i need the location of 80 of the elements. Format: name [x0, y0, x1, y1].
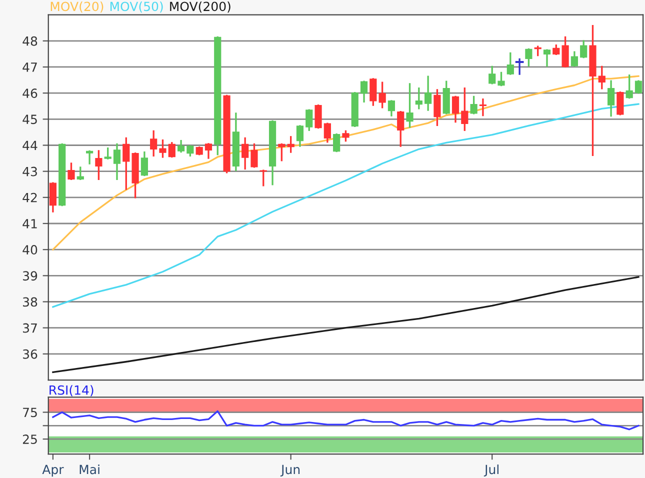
- y-tick-label: 44: [22, 140, 38, 150]
- y-tick-label: 48: [22, 36, 38, 46]
- candlestick: [306, 109, 313, 131]
- y-tick-label: 41: [22, 219, 37, 228]
- candlestick: [607, 80, 615, 117]
- y-tick-label: 75: [23, 408, 37, 418]
- candlestick: [122, 137, 130, 190]
- candlestick: [177, 140, 185, 153]
- candlestick: [543, 49, 551, 67]
- candlestick: [260, 170, 267, 186]
- y-tick-label: 37: [23, 323, 37, 333]
- candlestick: [388, 100, 396, 116]
- line-series: [52, 276, 640, 374]
- x-tick-label: Mai: [80, 464, 100, 474]
- candlestick: [278, 143, 286, 162]
- y-tick-label: 25: [22, 434, 37, 444]
- candlestick: [186, 145, 194, 157]
- x-tick-label: Apr: [42, 464, 64, 477]
- candlestick: [250, 143, 258, 168]
- candlestick: [616, 91, 624, 116]
- candlestick: [342, 130, 350, 142]
- candlestick: [525, 48, 532, 67]
- candlestick: [479, 98, 487, 116]
- candlestick: [488, 66, 496, 84]
- candlestick: [86, 150, 94, 164]
- candlestick: [424, 76, 432, 111]
- candlestick: [104, 148, 112, 160]
- y-tick-label: 39: [23, 271, 38, 281]
- candlestick: [242, 137, 249, 170]
- candlestick: [360, 80, 368, 103]
- y-tick-label: 46: [22, 88, 38, 98]
- candlestick: [287, 136, 294, 153]
- candlestick: [378, 82, 386, 108]
- text: MOV(20): [50, 1, 104, 13]
- candlestick: [76, 166, 84, 180]
- candlestick: [598, 66, 606, 90]
- text: MOV(50): [110, 1, 163, 13]
- candlestick: [562, 36, 569, 68]
- chart-title: RSI(14): [50, 385, 94, 396]
- y-tick-label: 43: [22, 166, 37, 176]
- line-series: [52, 103, 640, 308]
- candlestick: [434, 89, 441, 126]
- candlestick: [168, 142, 176, 158]
- candlestick: [452, 96, 460, 123]
- y-tick-label: 38: [23, 297, 38, 307]
- candlestick: [397, 111, 404, 147]
- candlestick: [296, 125, 304, 147]
- candlestick: [461, 88, 468, 131]
- candlestick: [314, 104, 322, 129]
- candlestick: [406, 83, 414, 128]
- candlestick: [159, 139, 166, 158]
- candlestick: [150, 130, 158, 157]
- y-tick-label: 45: [22, 114, 37, 124]
- candlestick: [570, 51, 578, 67]
- candlestick: [634, 80, 642, 94]
- candlestick: [580, 40, 588, 58]
- y-tick-label: 42: [22, 192, 37, 202]
- candlestick: [140, 151, 148, 176]
- candlestick: [68, 162, 75, 180]
- candlestick: [626, 74, 633, 99]
- candlestick: [95, 150, 102, 180]
- x-tick-label: Jul: [484, 464, 498, 477]
- text: MOV(200): [170, 1, 230, 13]
- candlestick: [49, 182, 56, 212]
- y-tick-label: 40: [22, 245, 38, 255]
- candlestick: [470, 96, 478, 114]
- candlestick: [113, 143, 121, 180]
- y-tick-label: 47: [22, 62, 37, 72]
- candlestick: [515, 58, 524, 75]
- candlestick: [324, 122, 331, 143]
- candlestick: [506, 52, 514, 75]
- line-series: [52, 410, 640, 430]
- candlestick: [333, 133, 340, 152]
- y-tick-label: 36: [23, 349, 38, 359]
- candlestick: [370, 78, 377, 106]
- candlestick: [498, 72, 505, 86]
- line-series: [52, 75, 640, 250]
- candlestick: [415, 88, 422, 110]
- x-tick-label: Jun: [280, 464, 300, 477]
- candlestick: [204, 143, 212, 159]
